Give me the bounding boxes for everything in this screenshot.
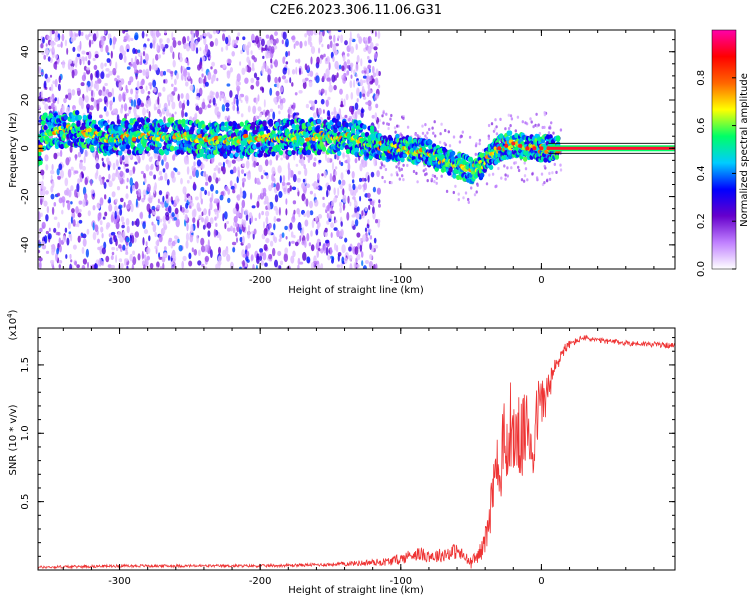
snr-series-line — [37, 334, 676, 570]
spectrogram-frame — [37, 29, 676, 270]
colorbar-tick-label: 0.0 — [696, 261, 707, 277]
snr-xtick-label: -100 — [389, 576, 412, 587]
snr-multiplier: (x104) — [6, 309, 19, 340]
snr-ytick-label: 1.0 — [20, 425, 31, 441]
snr-xtick-label: -200 — [249, 576, 272, 587]
snr-ylabel: SNR (10 * v/v) — [8, 404, 19, 475]
snr-panel: -300 -200 -100 0 0.5 1.0 1.5 Height of straigh… — [6, 309, 676, 596]
spectrogram-ytick-label: 40 — [20, 45, 31, 58]
spectrogram-ytick-label: -40 — [20, 237, 31, 253]
spectrogram-xlabel: Height of straight line (km) — [288, 285, 424, 296]
spectrogram-xtick-label: -200 — [249, 275, 272, 286]
colorbar: 0.0 0.2 0.4 0.6 0.8 Normalized spectral ampl… — [696, 29, 750, 277]
snr-ytick-label: 0.5 — [20, 494, 31, 510]
colorbar-gradient — [711, 29, 737, 270]
colorbar-tick-label: 0.6 — [696, 118, 707, 134]
spectrogram-xtick-label: -300 — [108, 275, 131, 286]
spectrogram-ylabel: Frequency (Hz) — [8, 112, 19, 188]
colorbar-tick-label: 0.4 — [696, 165, 707, 181]
snr-xlabel: Height of straight line (km) — [288, 585, 424, 596]
colorbar-ticks: 0.0 0.2 0.4 0.6 0.8 — [696, 70, 736, 277]
spectrogram-ytick-label: 20 — [20, 94, 31, 107]
spectrogram-xtick-label: 0 — [538, 275, 544, 286]
spectrogram-heatmap — [38, 30, 675, 269]
spectrogram-ytick-label: -20 — [20, 188, 31, 204]
snr-ticks: -300 -200 -100 0 0.5 1.0 1.5 — [20, 328, 675, 587]
snr-xtick-label: 0 — [538, 576, 544, 587]
snr-frame — [37, 327, 676, 571]
colorbar-tick-label: 0.2 — [696, 213, 707, 229]
colorbar-label: Normalized spectral amplitude — [739, 73, 750, 227]
spectrogram-ytick-label: 0 — [20, 145, 31, 151]
snr-ytick-label: 1.5 — [20, 357, 31, 373]
spectrogram-xtick-label: -100 — [389, 275, 412, 286]
snr-xtick-label: -300 — [108, 576, 131, 587]
chart-title: C2E6.2023.306.11.06.G31 — [270, 3, 442, 18]
colorbar-tick-label: 0.8 — [696, 70, 707, 86]
